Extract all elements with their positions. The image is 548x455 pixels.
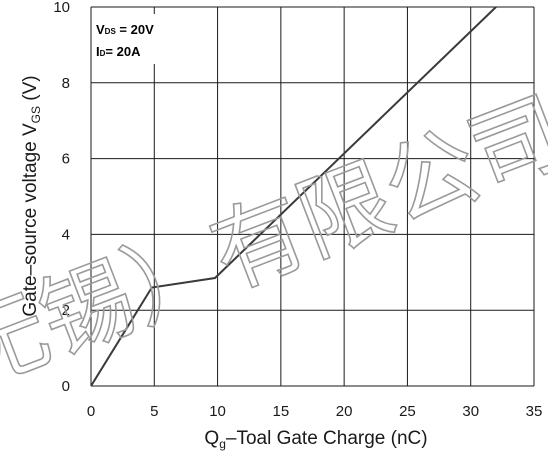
y-tick-labels: 0 2 4 6 8 10 [53, 0, 70, 395]
condition-id-rest: = 20A [105, 44, 141, 59]
y-tick-label: 8 [62, 75, 70, 92]
y-tick-label: 2 [62, 302, 70, 319]
x-tick-label: 10 [209, 403, 226, 420]
condition-vds-sub: DS [105, 27, 117, 36]
condition-id: ID= 20A [96, 44, 141, 59]
y-tick-label: 0 [62, 378, 70, 395]
y-tick-label: 10 [53, 0, 70, 16]
condition-id-main: I [96, 44, 100, 59]
x-axis-label: Qg–Toal Gate Charge (nC) [204, 428, 427, 451]
grid-lines [90, 6, 535, 387]
watermark: 无锡）有限公司 [0, 78, 548, 409]
x-axis-label-sub: g [219, 437, 226, 451]
conditions-box [93, 14, 165, 64]
condition-id-sub: D [100, 49, 106, 58]
x-tick-label: 25 [399, 403, 416, 420]
x-tick-label: 0 [87, 403, 95, 420]
condition-vds: VDS = 20V [96, 22, 154, 37]
x-tick-label: 35 [526, 403, 543, 420]
x-tick-labels: 0 5 10 15 20 25 30 35 [87, 403, 543, 420]
y-axis-label-sub: GS [29, 106, 43, 123]
y-axis-label: Gate–source voltage VGS (V) [20, 75, 43, 316]
condition-vds-main: V [96, 22, 105, 37]
series-line [90, 6, 497, 387]
x-axis-label-main: Q [204, 428, 219, 449]
y-tick-label: 4 [62, 226, 70, 243]
x-tick-label: 20 [336, 403, 353, 420]
x-axis-label-rest: –Toal Gate Charge (nC) [226, 428, 428, 449]
condition-vds-rest: = 20V [116, 22, 154, 37]
x-tick-label: 30 [462, 403, 479, 420]
x-tick-label: 15 [273, 403, 290, 420]
x-tick-label: 5 [150, 403, 158, 420]
y-axis-label-main: Gate–source voltage V [20, 123, 41, 317]
y-tick-label: 6 [62, 151, 70, 168]
y-axis-label-unit: (V) [20, 75, 41, 106]
